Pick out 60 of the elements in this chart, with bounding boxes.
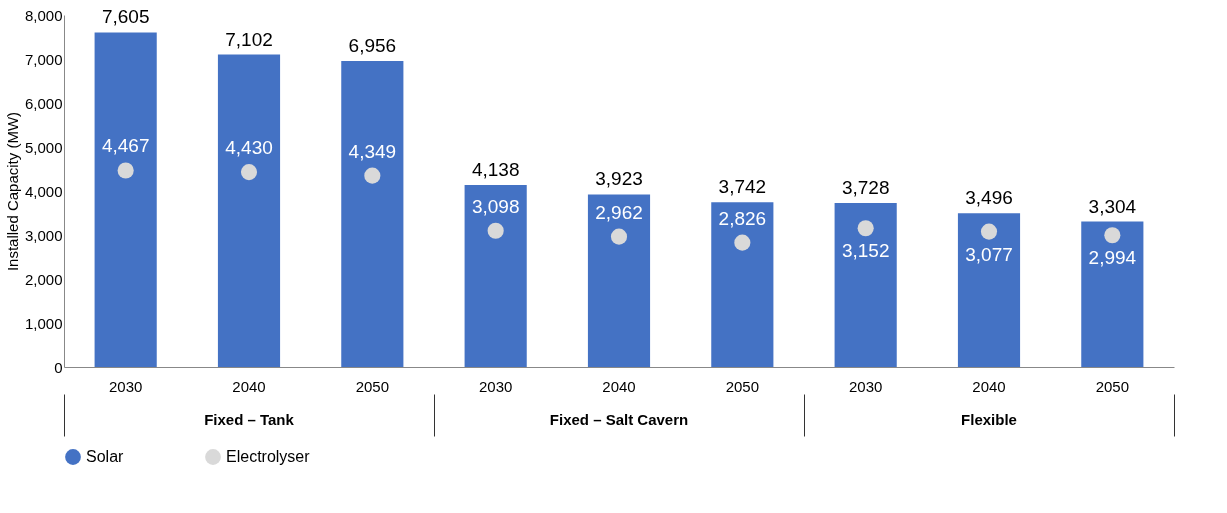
point [117,162,134,179]
data-label: 2,826 [718,207,767,229]
data-label: 3,923 [595,168,643,190]
point [364,167,381,184]
x-tick-label: 2030 [478,377,513,395]
bar [587,194,651,367]
data-label: 6,956 [348,34,397,56]
x-tick-label: 2040 [972,377,1006,395]
text: Flexible [961,411,1017,428]
y-tick-label: 7,000 [24,50,63,68]
bar [957,213,1021,367]
legend-label: Electrolyser [226,448,311,465]
data-label: 3,152 [841,240,890,262]
data-label: 3,098 [471,195,520,217]
data-label: 2,994 [1088,247,1137,269]
y-tick-label: 8,000 [24,6,63,24]
data-label: 3,304 [1088,195,1137,217]
x-tick-label: 2030 [108,377,143,395]
y-tick-label: 2,000 [24,270,63,288]
x-tick-label: 2040 [602,377,636,395]
bar [834,202,897,367]
x-tick-label: 2040 [232,377,266,395]
y-tick-label: 1,000 [24,314,63,332]
x-tick-label: 2050 [725,377,760,395]
point [1104,227,1121,244]
y-tick-label: 0 [54,358,63,376]
bar [464,184,527,367]
x-tick-label: 2030 [848,377,883,395]
text: Fixed – Salt Cavern [549,411,689,428]
data-label: 4,430 [225,137,273,159]
x-tick-label: 2050 [1095,377,1130,395]
legend-label: Solar [86,448,125,465]
data-label: 3,728 [841,176,890,198]
point [240,164,258,181]
bar [711,202,774,367]
y-tick-label: 5,000 [24,138,63,156]
data-label: 3,496 [965,187,1013,209]
text: Fixed – Tank [204,411,295,428]
bar [1081,221,1144,367]
point [487,222,504,239]
y-tick-label: 4,000 [24,182,63,200]
data-label: 7,102 [225,28,273,50]
data-label: 3,077 [965,243,1013,265]
bar [94,32,157,367]
point [734,234,751,251]
point [980,223,998,240]
x-tick-label: 2050 [355,377,390,395]
y-tick-label: 3,000 [24,226,63,244]
y-tick-label: 6,000 [24,94,63,112]
bar [217,54,281,367]
data-label: 4,138 [471,158,520,180]
point [857,220,874,237]
data-label: 7,605 [101,6,150,28]
data-label: 4,467 [101,135,150,157]
bar [341,60,404,367]
data-label: 3,742 [718,176,767,198]
data-label: 4,349 [348,140,397,162]
data-label: 2,962 [595,201,643,223]
point [610,228,628,245]
y-axis-title: Installed Capacity (MW) [3,111,21,272]
